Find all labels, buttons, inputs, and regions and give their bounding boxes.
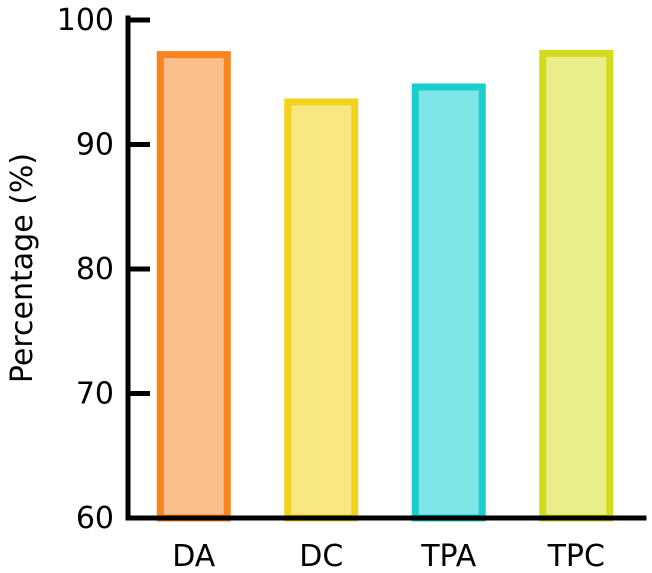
bar-da (156, 51, 231, 522)
y-tick-label: 70 (76, 377, 114, 412)
x-tick-label-da: DA (172, 539, 216, 573)
bar-tpa (411, 83, 486, 522)
x-tick-label-tpa: TPA (420, 539, 476, 573)
y-tick-label: 80 (76, 252, 114, 287)
bar-tpc (539, 49, 614, 522)
bars-layer (156, 49, 614, 522)
x-tick-label-dc: DC (299, 539, 343, 573)
y-tick-label: 60 (76, 501, 114, 536)
y-tick-label: 100 (57, 3, 114, 38)
bar-dc (284, 98, 359, 522)
x-tick-label-tpc: TPC (547, 539, 605, 573)
y-ticks: 60 70 80 90 100 (57, 3, 150, 536)
y-tick-label: 90 (76, 128, 114, 163)
y-axis-label: Percentage (%) (5, 153, 40, 383)
x-tick-labels: DA DC TPA TPC (172, 539, 605, 573)
